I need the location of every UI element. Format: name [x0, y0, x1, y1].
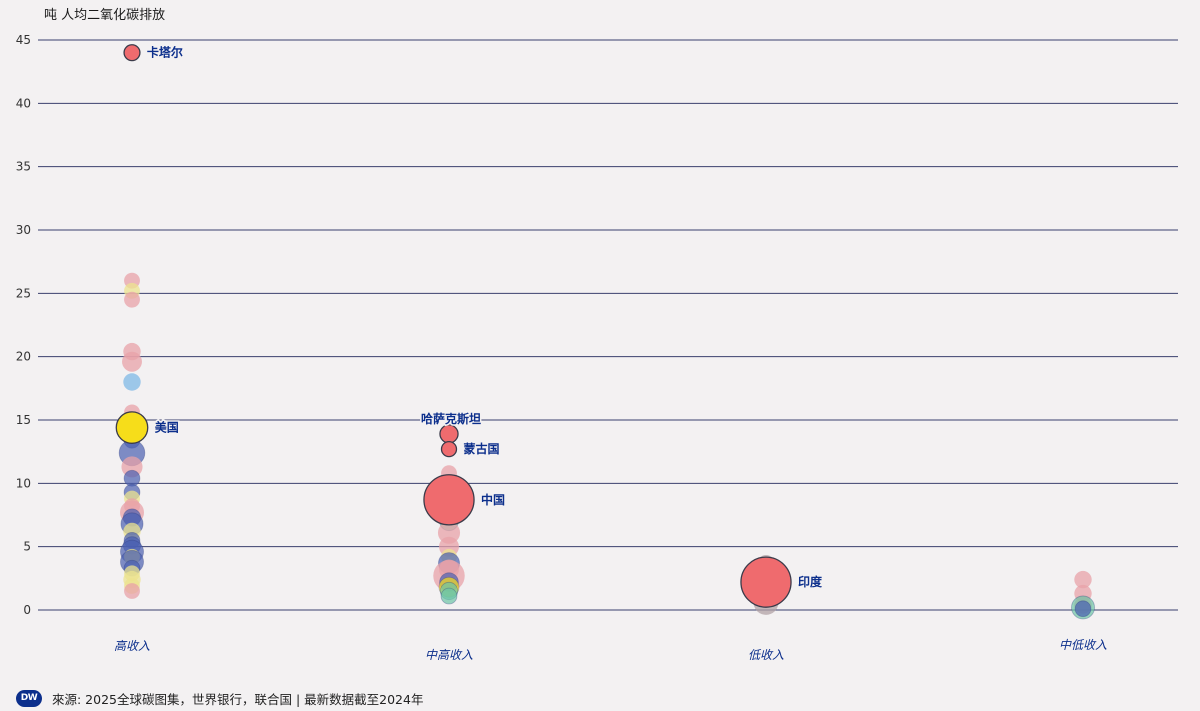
- y-axis-label: 吨 人均二氧化碳排放: [44, 8, 166, 23]
- y-tick-label: 30: [16, 223, 31, 237]
- highlight-point: [123, 44, 141, 62]
- y-tick-label: 0: [23, 603, 31, 617]
- y-tick-label: 10: [16, 476, 31, 490]
- highlight-label: 卡塔尔: [147, 45, 183, 60]
- data-point: [123, 469, 141, 487]
- y-tick-label: 25: [16, 286, 31, 300]
- category-label: 高收入: [114, 639, 150, 653]
- highlight-point: [423, 474, 475, 526]
- data-point: [440, 587, 458, 605]
- y-tick-label: 35: [16, 160, 31, 174]
- highlight-label: 中国: [481, 492, 505, 507]
- highlight-point: [439, 424, 459, 444]
- y-tick-label: 15: [16, 413, 31, 427]
- category-label: 中高收入: [425, 648, 473, 662]
- data-point: [437, 521, 461, 544]
- highlight-label: 印度: [798, 574, 823, 589]
- highlight-point: [115, 411, 149, 444]
- highlight-label: 美国: [155, 420, 179, 435]
- highlight-label: 蒙古国: [464, 441, 500, 456]
- source-note: 來源: 2025全球碳图集，世界银行，联合国 | 最新数据截至2024年: [52, 691, 424, 707]
- highlight-point: [440, 440, 458, 458]
- dw-logo: DW: [16, 689, 42, 707]
- y-tick-label: 20: [16, 350, 31, 364]
- data-point: [1074, 600, 1092, 618]
- data-point: [124, 583, 140, 599]
- y-tick-label: 45: [16, 33, 31, 47]
- data-point: [122, 351, 142, 372]
- data-point: [1074, 570, 1092, 589]
- data-point: [123, 373, 141, 391]
- highlight-label: 哈萨克斯坦: [421, 411, 481, 426]
- y-tick-label: 5: [23, 540, 31, 554]
- highlight-point: [740, 556, 792, 608]
- data-point: [121, 456, 143, 478]
- category-label: 中低收入: [1059, 638, 1107, 652]
- footer: DW 來源: 2025全球碳图集，世界银行，联合国 | 最新数据截至2024年: [16, 688, 423, 708]
- category-label: 低收入: [748, 648, 784, 662]
- data-point: [124, 291, 140, 308]
- y-tick-label: 40: [16, 96, 31, 110]
